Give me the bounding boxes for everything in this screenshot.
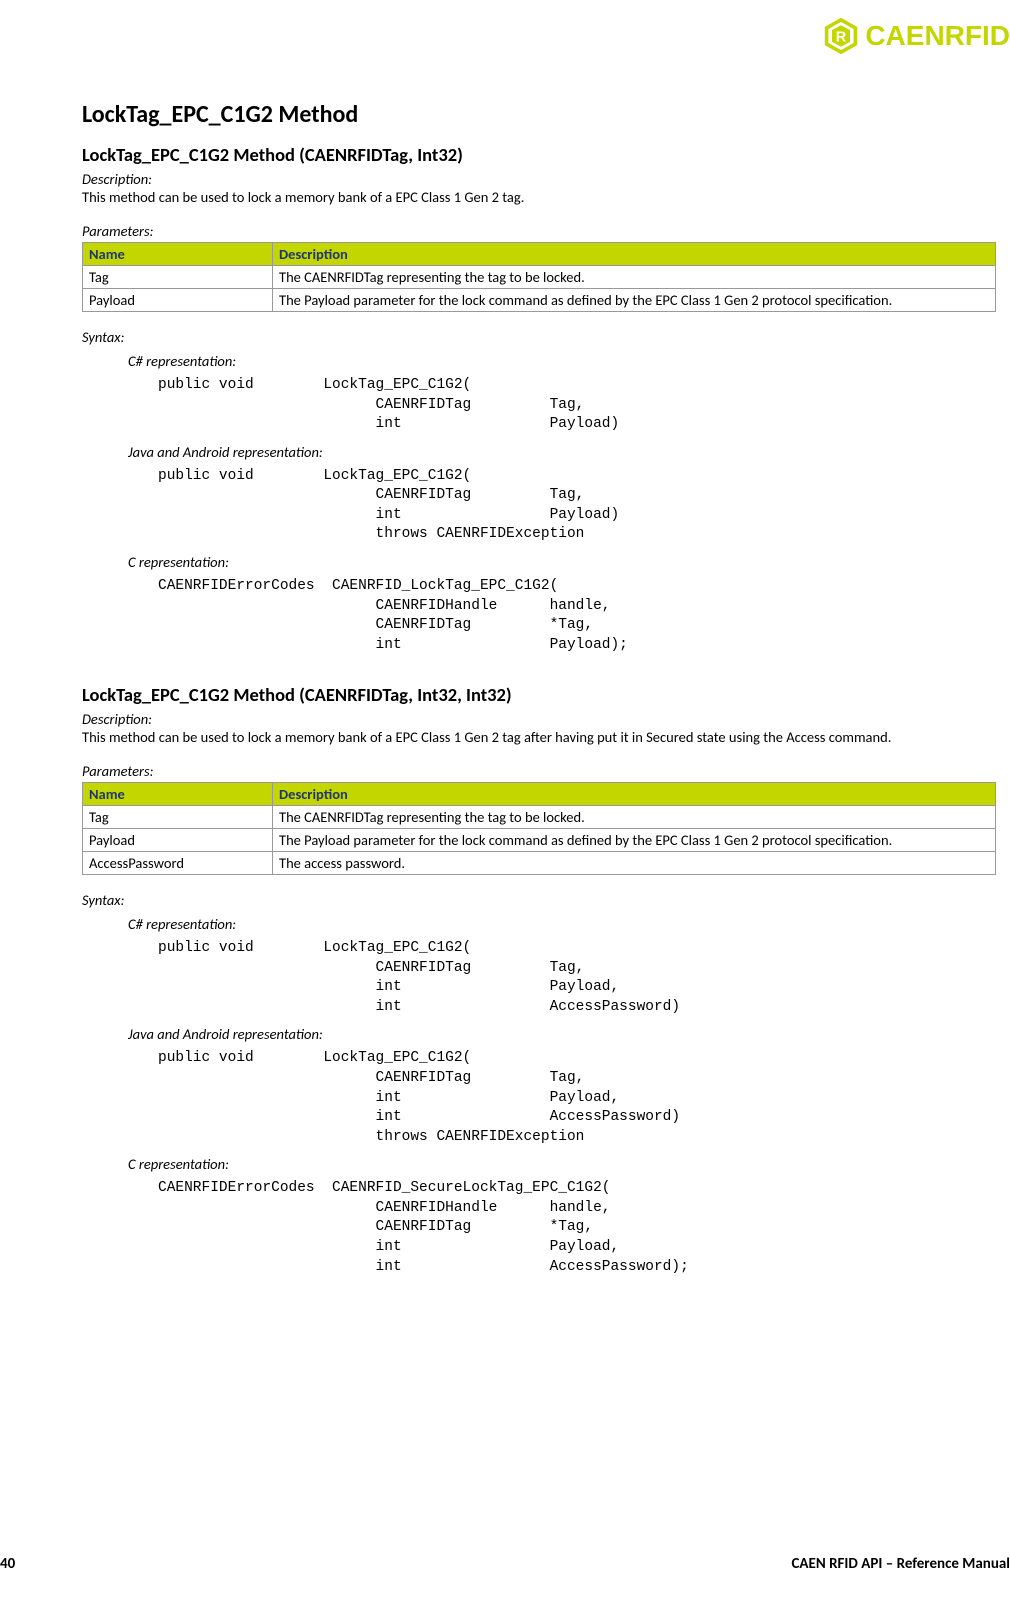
- description-label: Description:: [82, 710, 1010, 728]
- syntax-label: Syntax:: [82, 328, 1010, 346]
- table-row: Payload The Payload parameter for the lo…: [83, 289, 996, 312]
- parameters-label: Parameters:: [82, 222, 1010, 240]
- java-code: public void LockTag_EPC_C1G2( CAENRFIDTa…: [158, 1049, 1010, 1147]
- param-desc: The access password.: [273, 852, 996, 875]
- overload-heading: LockTag_EPC_C1G2 Method (CAENRFIDTag, In…: [82, 683, 1010, 706]
- page-footer: 40 CAEN RFID API – Reference Manual: [0, 1555, 1010, 1573]
- table-row: Tag The CAENRFIDTag representing the tag…: [83, 266, 996, 289]
- syntax-label: Syntax:: [82, 891, 1010, 909]
- table-header-row: Name Description: [83, 243, 996, 266]
- csharp-label: C# representation:: [128, 352, 1010, 370]
- param-name: Payload: [83, 289, 273, 312]
- csharp-code: public void LockTag_EPC_C1G2( CAENRFIDTa…: [158, 376, 1010, 435]
- syntax-block: C# representation: public void LockTag_E…: [82, 915, 1010, 1277]
- page-content: LockTag_EPC_C1G2 Method LockTag_EPC_C1G2…: [82, 100, 1010, 1305]
- param-name: Tag: [83, 806, 273, 829]
- method-overload-1: LockTag_EPC_C1G2 Method (CAENRFIDTag, In…: [82, 143, 1010, 655]
- col-desc: Description: [273, 783, 996, 806]
- param-name: Tag: [83, 266, 273, 289]
- param-desc: The CAENRFIDTag representing the tag to …: [273, 266, 996, 289]
- brand-logo: R CAENRFID: [823, 18, 1010, 54]
- java-label: Java and Android representation:: [128, 1025, 1010, 1043]
- col-name: Name: [83, 243, 273, 266]
- c-code: CAENRFIDErrorCodes CAENRFID_SecureLockTa…: [158, 1179, 1010, 1277]
- page-number: 40: [0, 1555, 15, 1573]
- csharp-code: public void LockTag_EPC_C1G2( CAENRFIDTa…: [158, 939, 1010, 1017]
- brand-text: CAENRFID: [865, 20, 1010, 52]
- java-label: Java and Android representation:: [128, 443, 1010, 461]
- description-text: This method can be used to lock a memory…: [82, 728, 1010, 746]
- c-label: C representation:: [128, 553, 1010, 571]
- table-row: AccessPassword The access password.: [83, 852, 996, 875]
- c-label: C representation:: [128, 1155, 1010, 1173]
- parameters-label: Parameters:: [82, 762, 1010, 780]
- syntax-block: C# representation: public void LockTag_E…: [82, 352, 1010, 655]
- col-name: Name: [83, 783, 273, 806]
- overload-heading: LockTag_EPC_C1G2 Method (CAENRFIDTag, In…: [82, 143, 1010, 166]
- csharp-label: C# representation:: [128, 915, 1010, 933]
- table-header-row: Name Description: [83, 783, 996, 806]
- param-desc: The Payload parameter for the lock comma…: [273, 829, 996, 852]
- param-desc: The Payload parameter for the lock comma…: [273, 289, 996, 312]
- c-code: CAENRFIDErrorCodes CAENRFID_LockTag_EPC_…: [158, 577, 1010, 655]
- description-text: This method can be used to lock a memory…: [82, 188, 1010, 206]
- java-code: public void LockTag_EPC_C1G2( CAENRFIDTa…: [158, 467, 1010, 545]
- param-name: Payload: [83, 829, 273, 852]
- description-label: Description:: [82, 170, 1010, 188]
- table-row: Payload The Payload parameter for the lo…: [83, 829, 996, 852]
- parameters-table: Name Description Tag The CAENRFIDTag rep…: [82, 242, 996, 312]
- page-title: LockTag_EPC_C1G2 Method: [82, 100, 1010, 129]
- footer-doc-title: CAEN RFID API – Reference Manual: [791, 1555, 1010, 1573]
- param-desc: The CAENRFIDTag representing the tag to …: [273, 806, 996, 829]
- logo-hexagon-icon: R: [823, 18, 859, 54]
- svg-text:R: R: [836, 29, 847, 45]
- param-name: AccessPassword: [83, 852, 273, 875]
- parameters-table: Name Description Tag The CAENRFIDTag rep…: [82, 782, 996, 875]
- col-desc: Description: [273, 243, 996, 266]
- table-row: Tag The CAENRFIDTag representing the tag…: [83, 806, 996, 829]
- method-overload-2: LockTag_EPC_C1G2 Method (CAENRFIDTag, In…: [82, 683, 1010, 1277]
